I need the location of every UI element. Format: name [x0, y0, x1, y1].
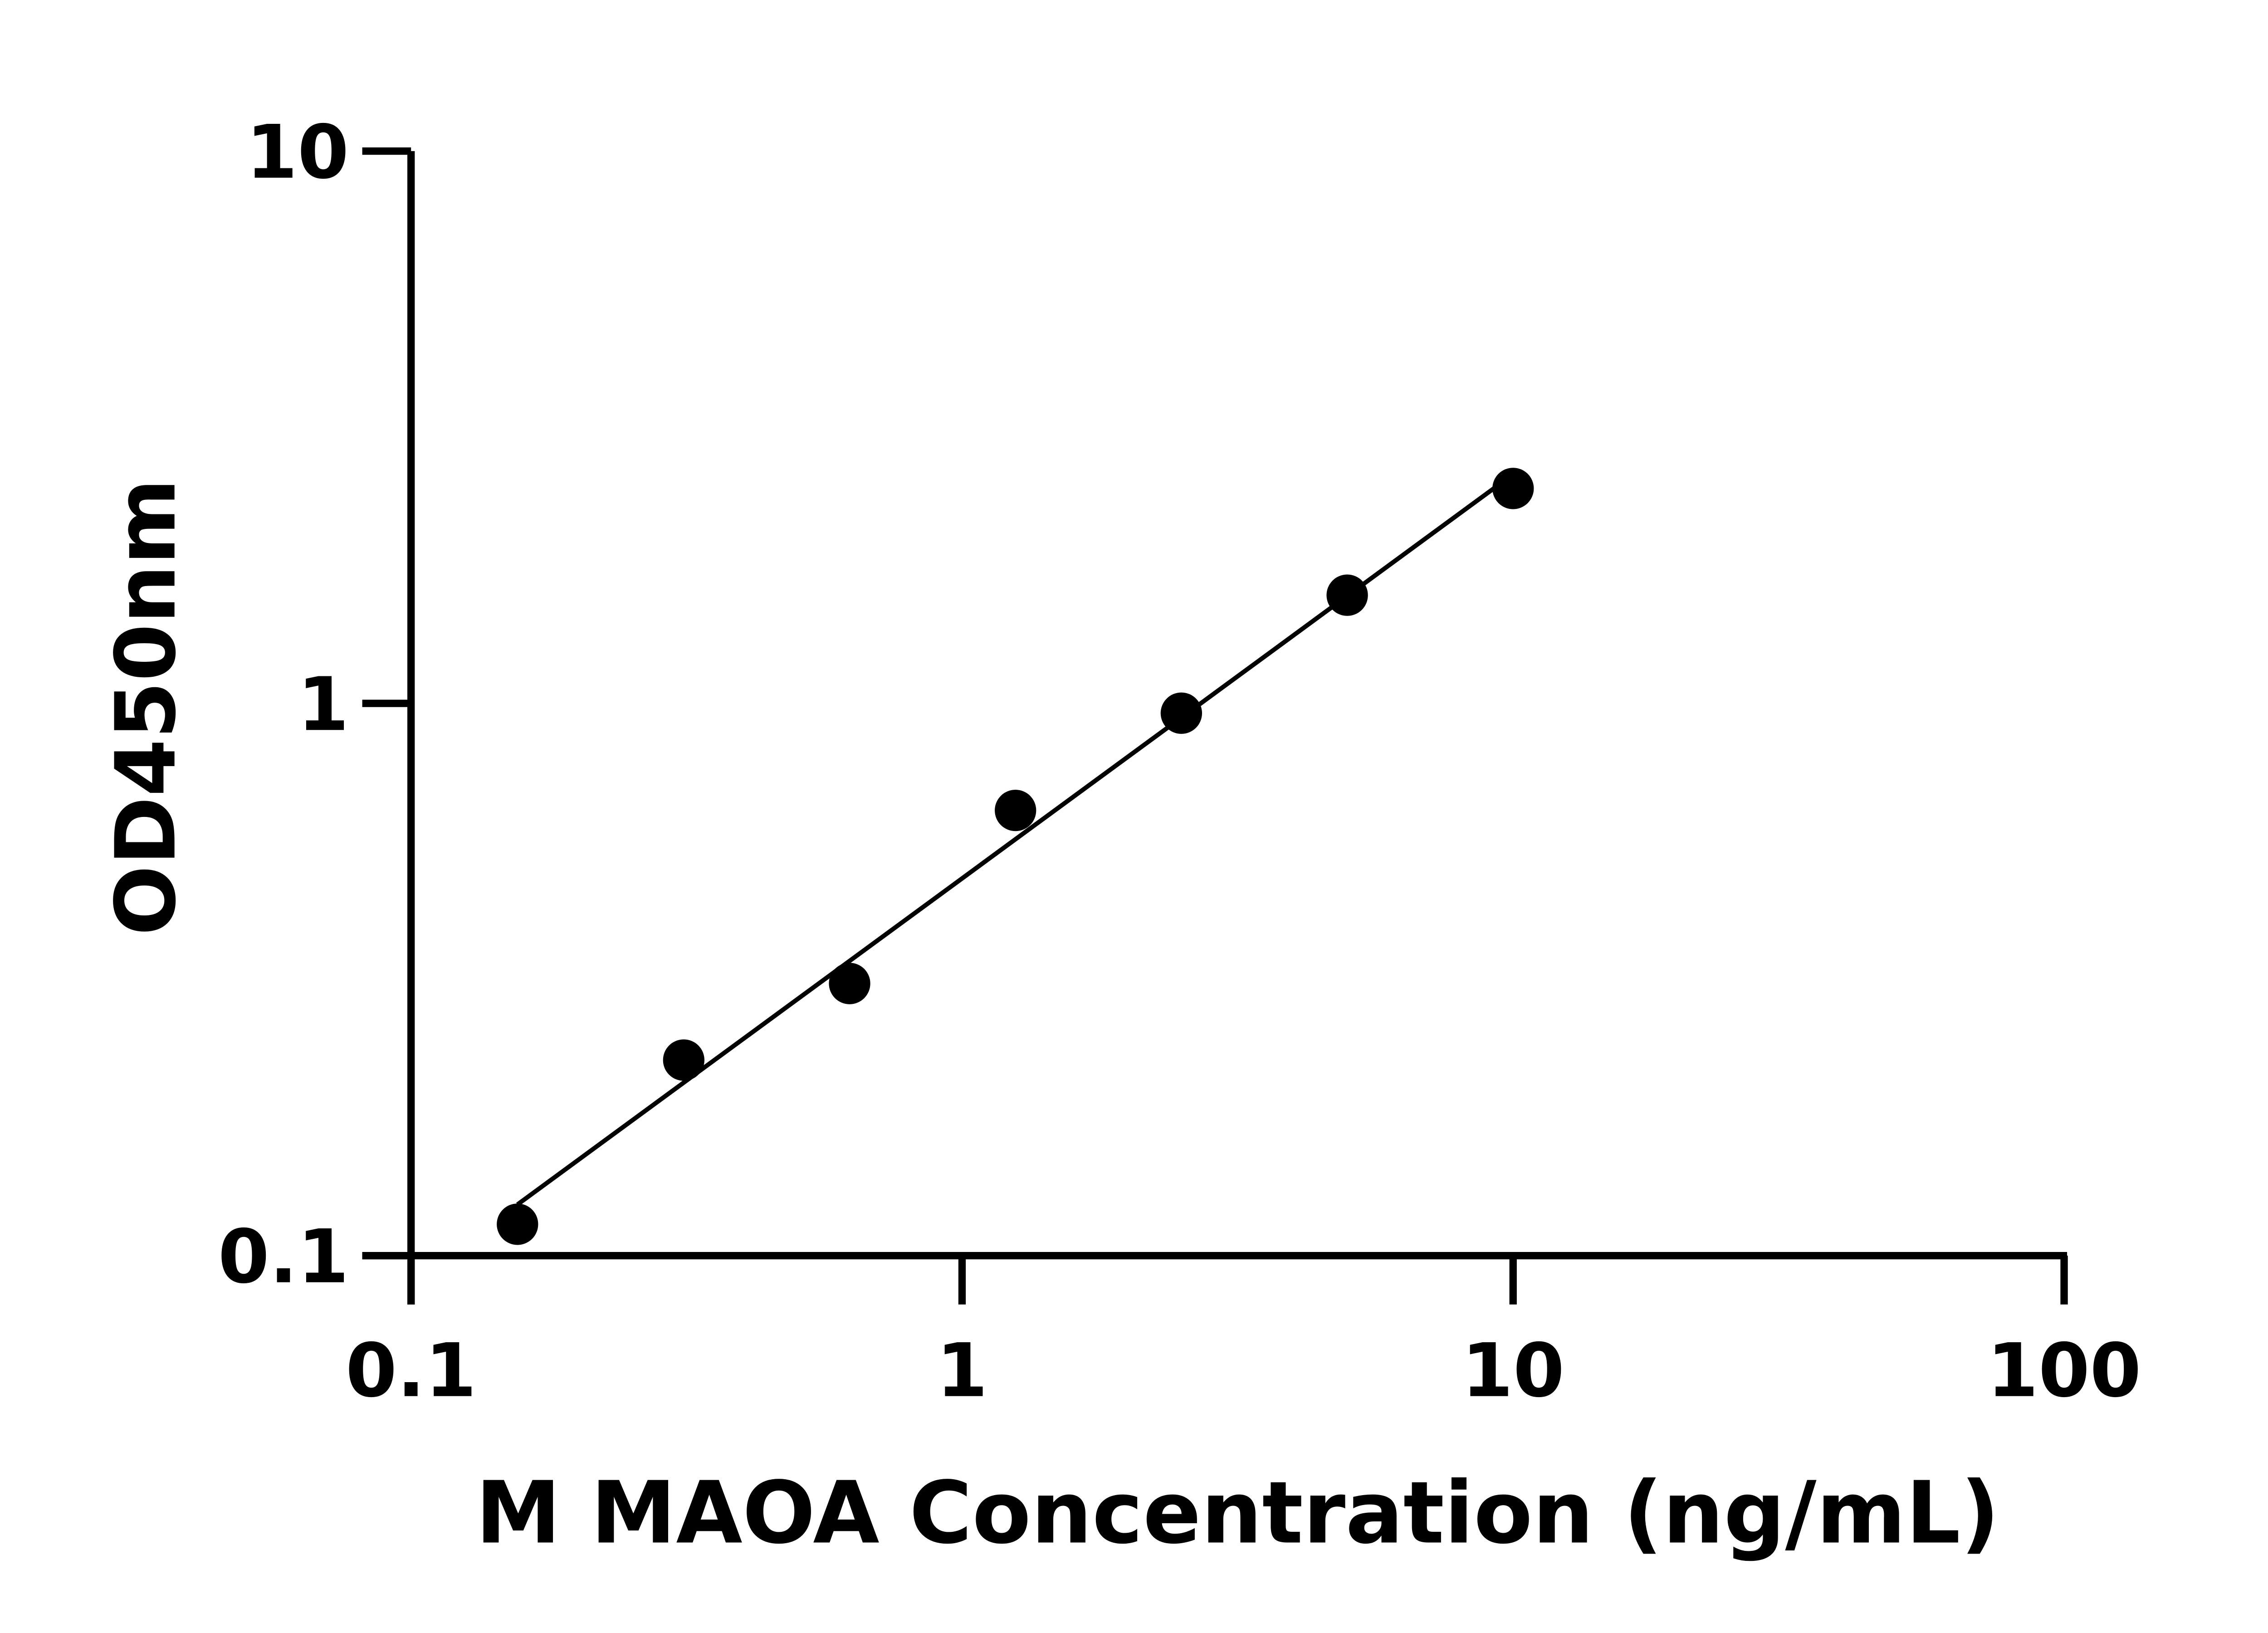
data-points [497, 468, 1534, 1245]
data-point [829, 963, 870, 1004]
y-tick-label: 0.1 [218, 1214, 349, 1300]
x-tick-label: 10 [1461, 1328, 1564, 1414]
x-tick-label: 1 [936, 1328, 987, 1414]
y-tick-label: 10 [246, 110, 349, 196]
tick-labels: 0.1 1 10 0.1 1 10 100 [218, 110, 2141, 1414]
y-axis-label: OD450nm [98, 479, 195, 936]
data-point [995, 789, 1036, 831]
data-point [497, 1203, 538, 1245]
y-tick-label: 1 [298, 662, 349, 748]
x-tick-label: 100 [1987, 1328, 2141, 1414]
data-point [1492, 468, 1534, 509]
x-axis-label: M MAOA Concentration (ng/mL) [475, 1463, 1999, 1563]
data-point [1160, 692, 1202, 734]
axes [362, 147, 2068, 1305]
data-point [1326, 574, 1368, 616]
data-point [663, 1039, 704, 1081]
x-tick-label: 0.1 [346, 1328, 477, 1414]
